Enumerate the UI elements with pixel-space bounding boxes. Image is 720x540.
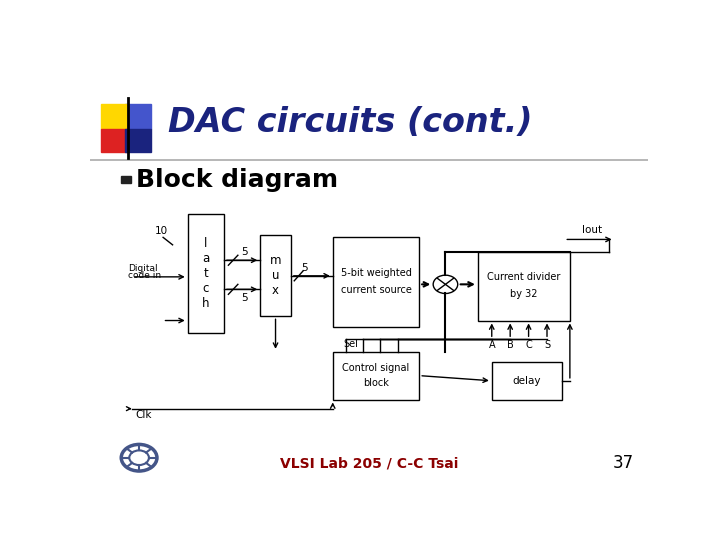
Text: Iout: Iout [582, 225, 602, 235]
Text: Digital: Digital [128, 264, 158, 273]
Text: 5: 5 [302, 264, 308, 273]
Bar [125, 129, 151, 152]
Text: Block diagram: Block diagram [136, 167, 338, 192]
Text: B: B [507, 340, 513, 350]
Bar [101, 129, 128, 152]
Text: current source: current source [341, 285, 411, 294]
Bar [478, 252, 570, 321]
Text: C: C [525, 340, 532, 350]
Text: code in: code in [128, 271, 161, 280]
Bar [101, 104, 128, 129]
Bar [125, 104, 151, 129]
Text: VLSI Lab 205 / C-C Tsai: VLSI Lab 205 / C-C Tsai [280, 456, 458, 470]
Text: DAC circuits (cont.): DAC circuits (cont.) [168, 106, 533, 139]
Bar [188, 214, 224, 333]
Text: Clk: Clk [136, 410, 152, 420]
Bar [492, 362, 562, 400]
Bar [333, 238, 419, 327]
Bar [260, 235, 291, 316]
Text: by 32: by 32 [510, 289, 538, 299]
Text: S: S [544, 340, 550, 350]
Text: 5: 5 [241, 247, 248, 257]
Text: 5: 5 [241, 293, 248, 302]
Text: Current divider: Current divider [487, 272, 561, 282]
Text: 5-bit weighted: 5-bit weighted [341, 268, 411, 278]
Bar [121, 176, 131, 183]
Text: Sel: Sel [343, 339, 358, 349]
Text: l
a
t
c
h: l a t c h [202, 237, 210, 310]
Text: delay: delay [513, 376, 541, 386]
Text: A: A [488, 340, 495, 350]
Text: block: block [363, 378, 389, 388]
Text: 10: 10 [155, 226, 168, 236]
Text: Control signal: Control signal [342, 363, 410, 373]
Text: 37: 37 [612, 454, 634, 472]
Text: m
u
x: m u x [270, 254, 282, 298]
Bar [333, 352, 419, 400]
